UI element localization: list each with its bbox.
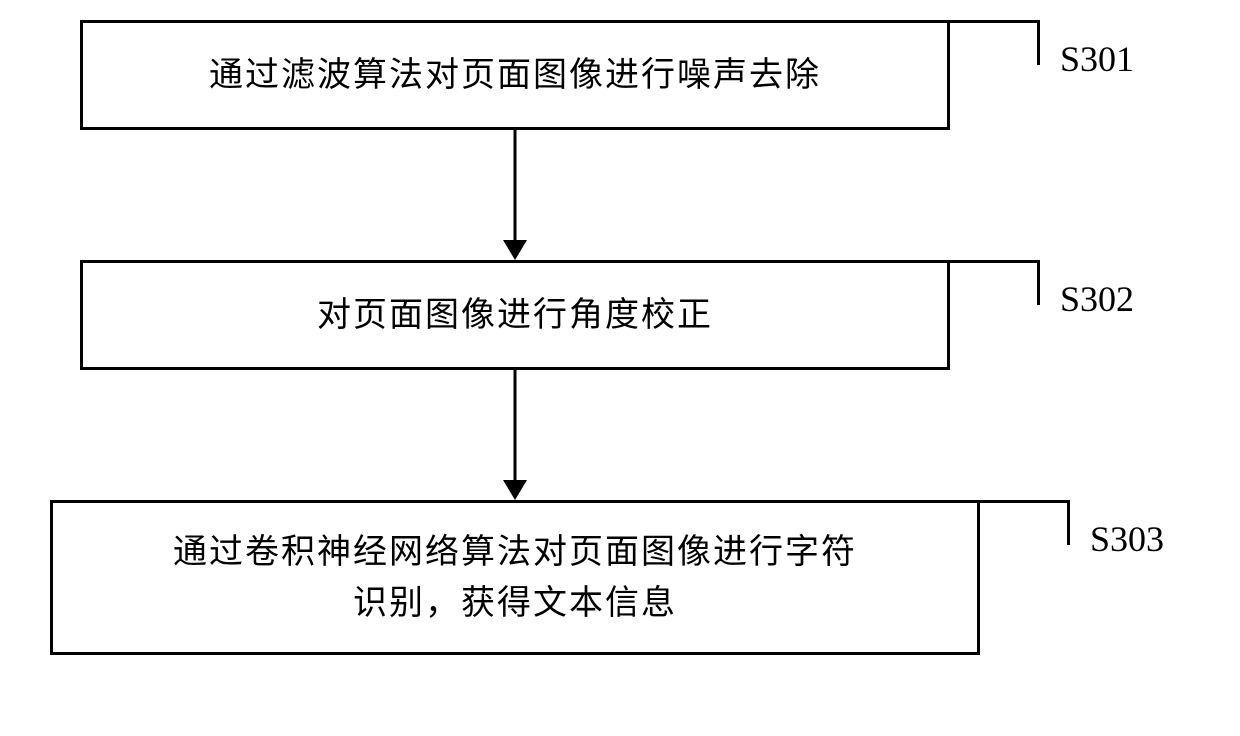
label-connector-1 xyxy=(950,20,1040,65)
flow-step-3: 通过卷积神经网络算法对页面图像进行字符识别，获得文本信息 xyxy=(50,500,980,655)
arrow-2-head xyxy=(503,480,527,500)
step-label-3: S303 xyxy=(1090,518,1164,560)
arrow-1-head xyxy=(503,240,527,260)
flow-step-1: 通过滤波算法对页面图像进行噪声去除 xyxy=(80,20,950,130)
step-label-1: S301 xyxy=(1060,38,1134,80)
arrow-2-line xyxy=(514,370,517,480)
flow-step-1-text: 通过滤波算法对页面图像进行噪声去除 xyxy=(209,50,821,101)
arrow-1-line xyxy=(514,130,517,240)
label-connector-2 xyxy=(950,260,1040,305)
label-connector-3 xyxy=(980,500,1070,545)
flow-step-2-text: 对页面图像进行角度校正 xyxy=(317,290,713,341)
flow-step-3-text: 通过卷积神经网络算法对页面图像进行字符识别，获得文本信息 xyxy=(165,527,865,629)
flow-step-2: 对页面图像进行角度校正 xyxy=(80,260,950,370)
step-label-2: S302 xyxy=(1060,278,1134,320)
